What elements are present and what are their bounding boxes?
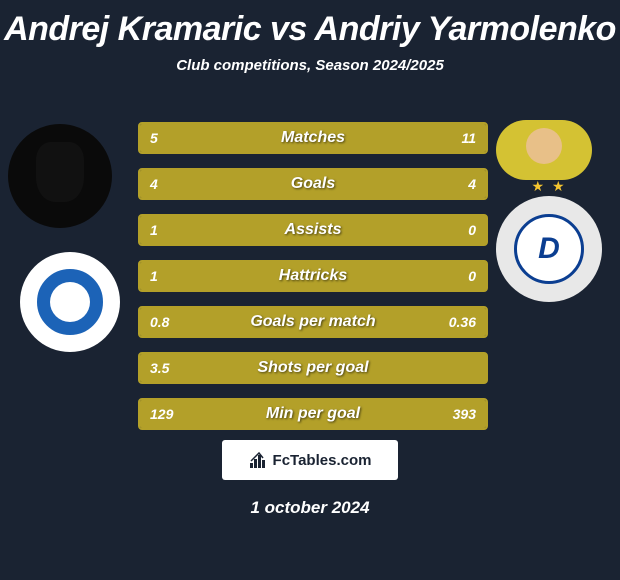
stats-panel: 5 Matches 11 4 Goals 4 1 Assists 0 1 Hattricks 0 0.8… (138, 122, 488, 444)
stat-left-value: 5 (150, 130, 158, 146)
stat-label: Min per goal (266, 405, 360, 423)
stat-left-value: 129 (150, 406, 173, 422)
page-title: Andrej Kramaric vs Andriy Yarmolenko (0, 0, 620, 49)
stat-right-value: 4 (468, 176, 476, 192)
stat-label: Goals per match (250, 313, 375, 331)
stat-label: Assists (285, 221, 342, 239)
stat-right-value: 0 (468, 268, 476, 284)
stat-left-value: 1 (150, 222, 158, 238)
footer-logo: FcTables.com (222, 440, 398, 480)
player-right-photo (496, 120, 592, 180)
stat-row: 1 Hattricks 0 (138, 260, 488, 292)
footer-date: 1 october 2024 (250, 498, 369, 518)
stat-bar-right (313, 170, 486, 198)
stat-left-value: 0.8 (150, 314, 169, 330)
player-left-photo (8, 124, 112, 228)
stat-row: 5 Matches 11 (138, 122, 488, 154)
stat-left-value: 4 (150, 176, 158, 192)
stat-row: 3.5 Shots per goal (138, 352, 488, 384)
stat-label: Shots per goal (257, 359, 368, 377)
stat-right-value: 0.36 (449, 314, 476, 330)
stat-row: 129 Min per goal 393 (138, 398, 488, 430)
stat-row: 0.8 Goals per match 0.36 (138, 306, 488, 338)
stat-label: Hattricks (279, 267, 347, 285)
stat-label: Goals (291, 175, 335, 193)
stat-right-value: 0 (468, 222, 476, 238)
stat-left-value: 3.5 (150, 360, 169, 376)
stat-label: Matches (281, 129, 345, 147)
subtitle: Club competitions, Season 2024/2025 (0, 57, 620, 74)
stat-right-value: 11 (461, 130, 476, 146)
club-left-badge (20, 252, 120, 352)
stat-right-value: 393 (453, 406, 476, 422)
stat-bar-left (140, 170, 313, 198)
footer-logo-text: FcTables.com (273, 452, 372, 469)
club-right-badge: ★ ★ (496, 196, 602, 302)
chart-icon (249, 451, 269, 469)
stat-row: 1 Assists 0 (138, 214, 488, 246)
stat-row: 4 Goals 4 (138, 168, 488, 200)
dynamo-logo (514, 214, 584, 284)
club-stars-icon: ★ ★ (532, 178, 567, 195)
hoffenheim-logo (35, 267, 105, 337)
stat-left-value: 1 (150, 268, 158, 284)
